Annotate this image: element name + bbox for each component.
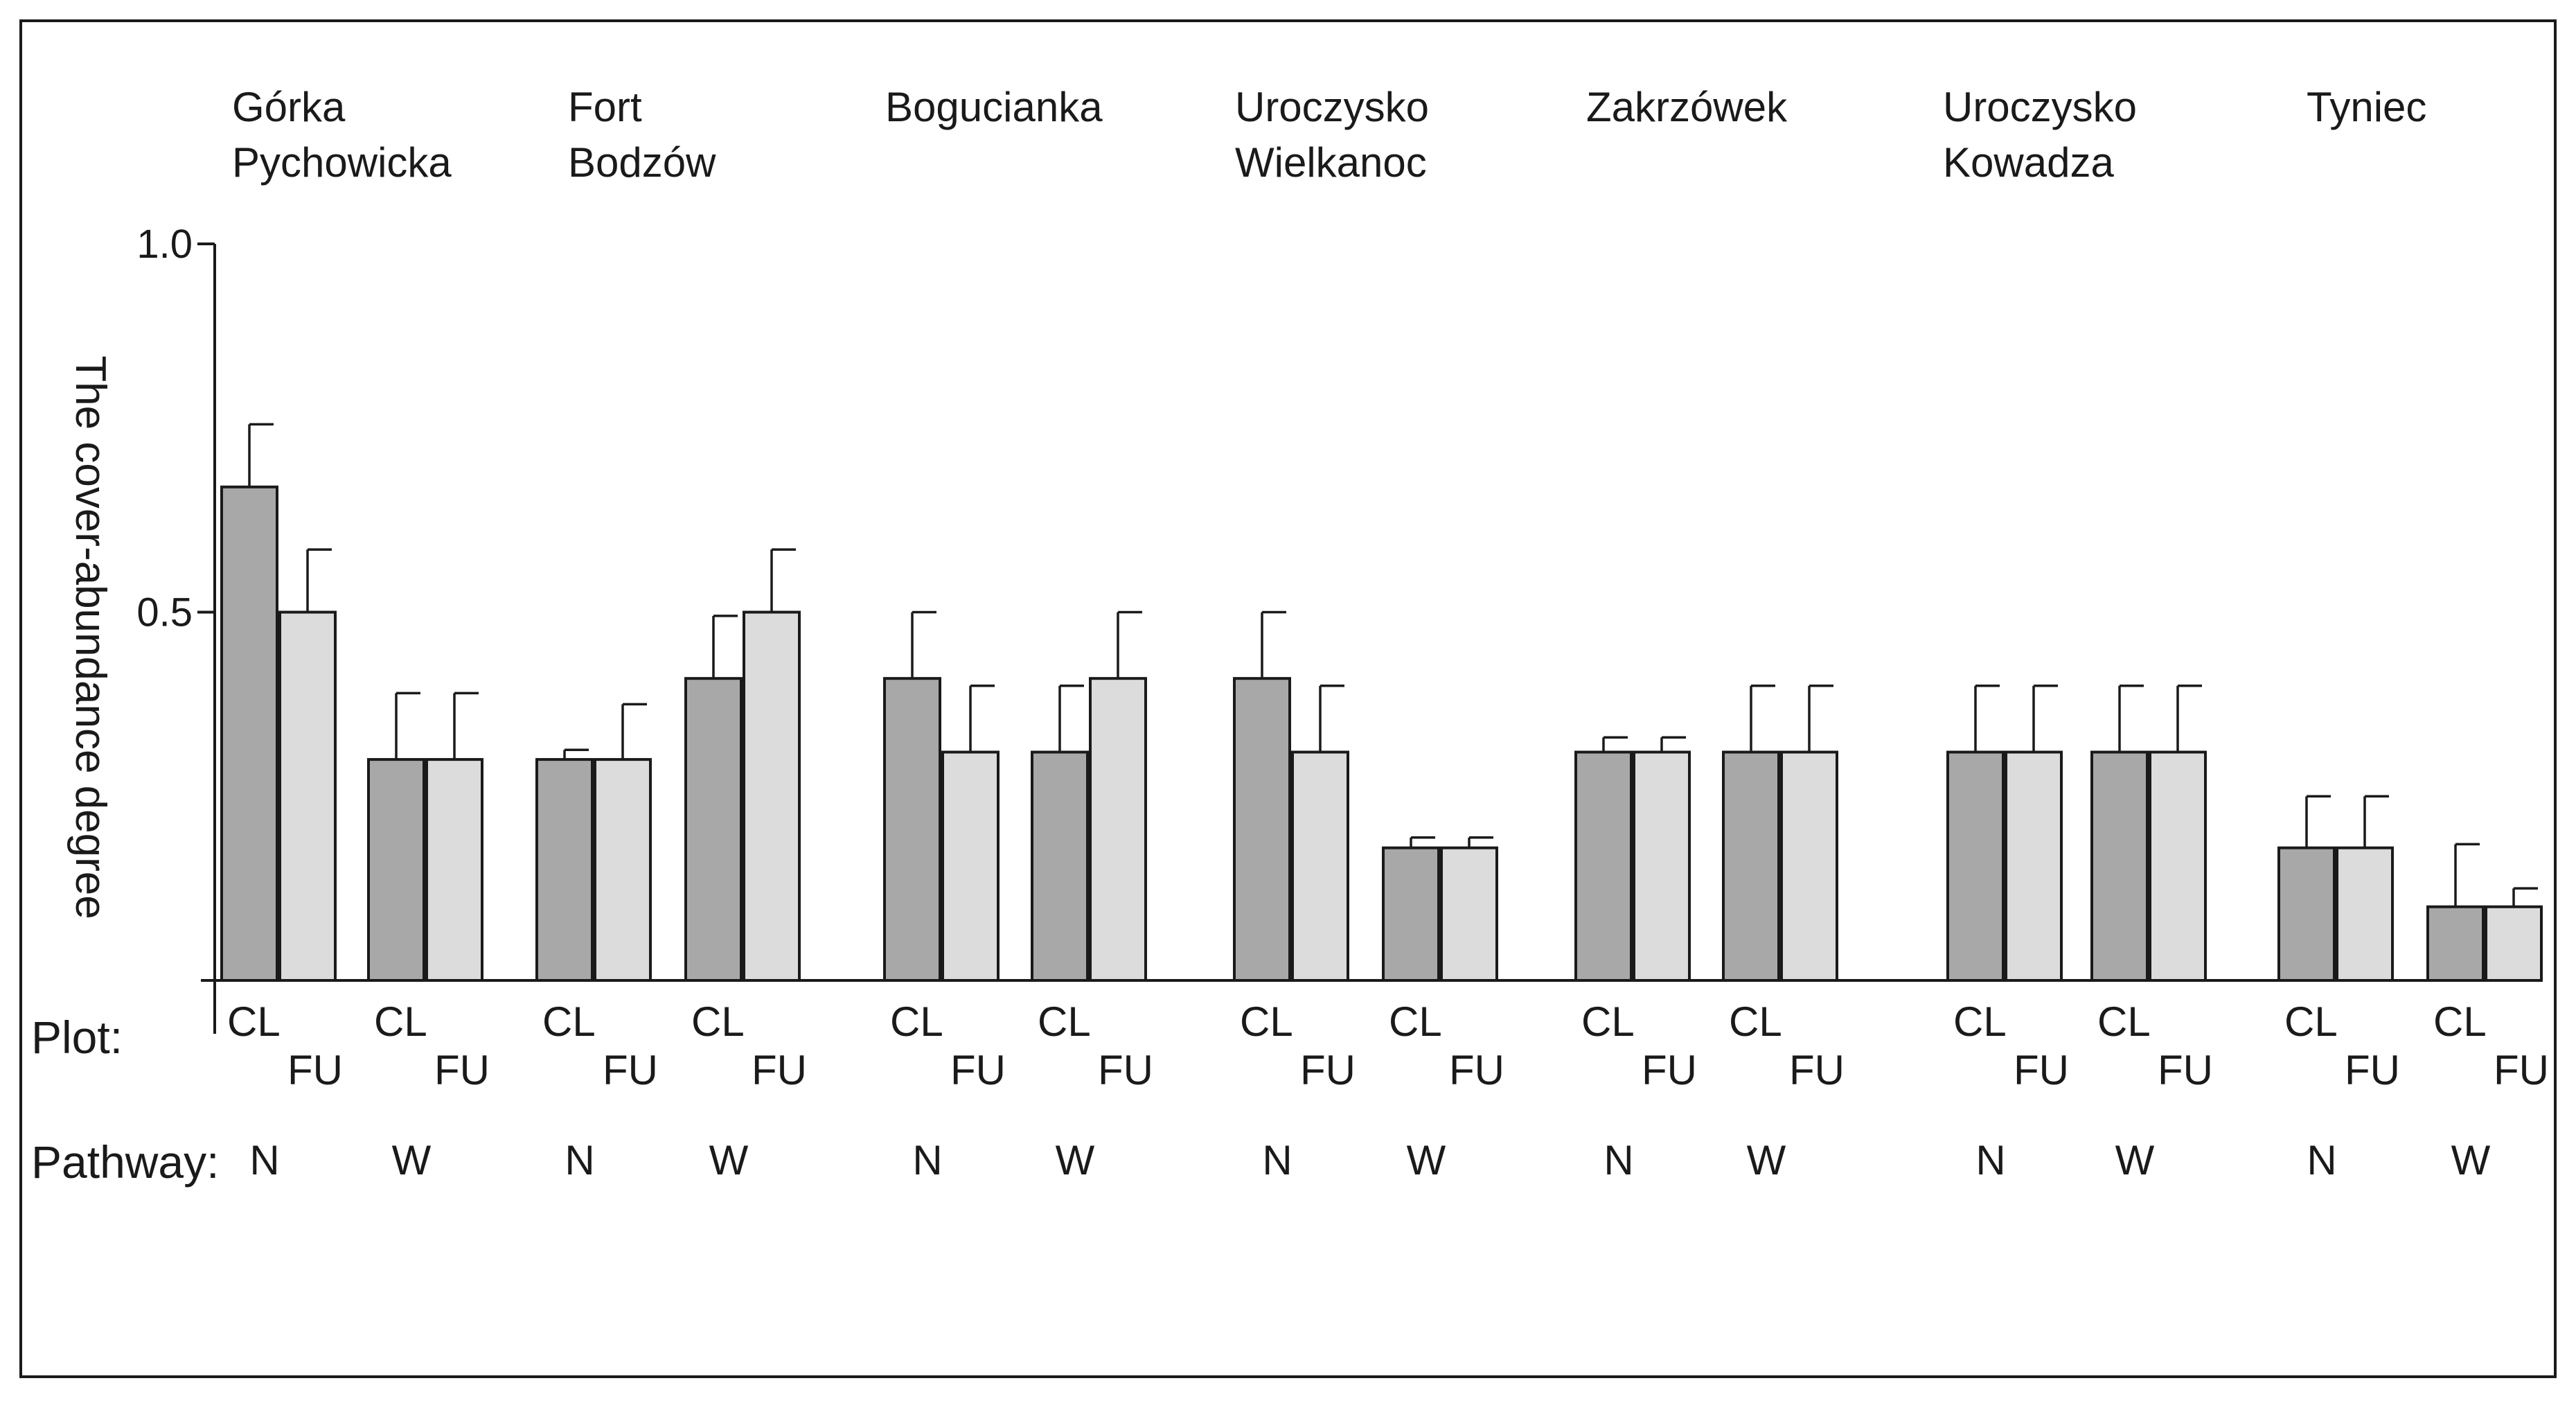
- bar-fu: [2149, 750, 2207, 982]
- site-label: Kowadza: [1943, 139, 2114, 186]
- pathway-label: N: [1262, 1137, 1292, 1183]
- plot-label-cl: CL: [2097, 998, 2151, 1045]
- figure-frame: [19, 19, 2557, 1378]
- plot-label-cl: CL: [691, 998, 745, 1045]
- plot-label-fu: FU: [2158, 1047, 2213, 1093]
- y-tick-label: 0.5: [136, 590, 193, 635]
- bar-fu: [425, 758, 483, 982]
- plot-label-cl: CL: [227, 998, 281, 1045]
- pathway-label: N: [1975, 1137, 2005, 1183]
- plot-label-fu: FU: [1642, 1047, 1697, 1093]
- plot-label-cl: CL: [1729, 998, 1782, 1045]
- plot-label-fu: FU: [1098, 1047, 1153, 1093]
- bar-fu: [1440, 846, 1498, 983]
- pathway-label: W: [2451, 1137, 2491, 1183]
- pathway-label: N: [1604, 1137, 1633, 1183]
- plot-label-cl: CL: [1240, 998, 1293, 1045]
- plot-label-cl: CL: [2433, 998, 2487, 1045]
- bar-cl: [883, 677, 941, 982]
- site-label: Wielkanoc: [1235, 139, 1427, 186]
- bar-fu: [278, 610, 337, 982]
- bar-fu: [1291, 750, 1349, 982]
- bar-cl: [367, 758, 425, 982]
- plot-label-cl: CL: [542, 998, 596, 1045]
- pathway-label: W: [1407, 1137, 1446, 1183]
- bar-fu: [1089, 677, 1147, 982]
- bar-fu: [1780, 750, 1838, 982]
- plot-label-cl: CL: [890, 998, 943, 1045]
- site-label: Bogucianka: [885, 84, 1103, 130]
- bar-cl: [1722, 750, 1780, 982]
- plot-label-cl: CL: [374, 998, 427, 1045]
- bars: [220, 423, 2543, 983]
- pathway-label: N: [912, 1137, 942, 1183]
- site-label: Uroczysko: [1943, 84, 2137, 130]
- pathway-label: N: [565, 1137, 594, 1183]
- plot-label-cl: CL: [2284, 998, 2338, 1045]
- bar-cl: [684, 677, 743, 982]
- plot-label-cl: CL: [1038, 998, 1091, 1045]
- site-label: Górka: [232, 84, 346, 130]
- plot-row-label: Plot:: [31, 1012, 123, 1063]
- plot-label-fu: FU: [950, 1047, 1006, 1093]
- site-label: Bodzów: [568, 139, 716, 186]
- pathway-row-label: Pathway:: [31, 1136, 219, 1188]
- plot-label-cl: CL: [1581, 998, 1635, 1045]
- pathway-label: W: [392, 1137, 432, 1183]
- site-label: Uroczysko: [1235, 84, 1429, 130]
- bar-fu: [2336, 846, 2394, 983]
- bar-cl: [1946, 750, 2005, 982]
- pathway-label: W: [1747, 1137, 1786, 1183]
- plot-label-fu: FU: [2014, 1047, 2069, 1093]
- pathway-label: W: [709, 1137, 749, 1183]
- bar-cl: [1233, 677, 1291, 982]
- plot-label-fu: FU: [1789, 1047, 1845, 1093]
- bar-fu: [743, 610, 801, 982]
- plot-label-fu: FU: [1449, 1047, 1504, 1093]
- y-axis-title: The cover-abundance degree: [66, 355, 114, 919]
- plot-label-fu: FU: [1300, 1047, 1356, 1093]
- pathway-label: N: [2307, 1137, 2336, 1183]
- y-tick-label: 1.0: [136, 222, 193, 267]
- bar-cl: [2277, 846, 2336, 983]
- bar-cl: [2090, 750, 2149, 982]
- plot-label-cl: CL: [1389, 998, 1442, 1045]
- bar-cl: [535, 758, 594, 982]
- pathway-label: W: [2115, 1137, 2155, 1183]
- plot-label-fu: FU: [752, 1047, 807, 1093]
- plot-label-fu: FU: [434, 1047, 490, 1093]
- bar-cl: [1574, 750, 1633, 982]
- pathway-label: N: [249, 1137, 279, 1183]
- bar-fu: [594, 758, 652, 982]
- bar-cl: [1382, 846, 1440, 983]
- bar-fu: [2005, 750, 2063, 982]
- bar-fu: [1633, 750, 1691, 982]
- bar-cl: [2426, 905, 2485, 982]
- site-label: Fort: [568, 84, 642, 130]
- site-label: Pychowicka: [232, 139, 452, 186]
- bar-fu: [2485, 905, 2543, 982]
- plot-label-fu: FU: [2494, 1047, 2549, 1093]
- plot-label-cl: CL: [1953, 998, 2007, 1045]
- bar-fu: [941, 750, 1000, 982]
- category-labels: GórkaPychowickaCLFUNCLFUWFortBodzówCLFUN…: [227, 84, 2549, 1183]
- plot-label-fu: FU: [2345, 1047, 2400, 1093]
- bar-cl: [220, 485, 278, 982]
- site-label: Zakrzówek: [1586, 84, 1788, 130]
- pathway-label: W: [1056, 1137, 1095, 1183]
- plot-label-fu: FU: [287, 1047, 343, 1093]
- y-ticks: 1.0 0.5: [136, 222, 215, 635]
- plot-label-fu: FU: [603, 1047, 658, 1093]
- bar-cl: [1031, 750, 1089, 982]
- site-label: Tyniec: [2307, 84, 2426, 130]
